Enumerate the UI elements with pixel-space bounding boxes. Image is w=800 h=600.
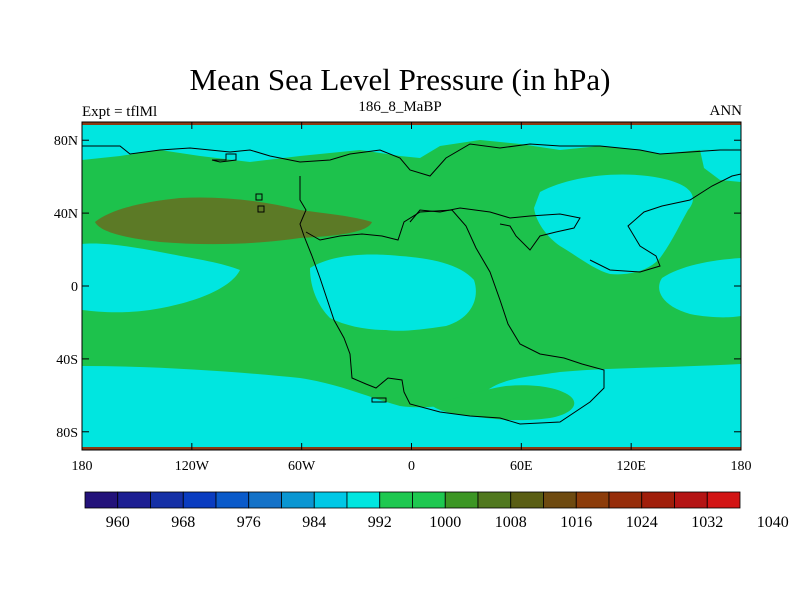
colorbar-swatch bbox=[575, 491, 610, 509]
map-title: Mean Sea Level Pressure (in hPa) bbox=[189, 62, 611, 97]
lat-tick-label: 0 bbox=[71, 280, 78, 295]
colorbar-swatch bbox=[412, 491, 446, 509]
colorbar-swatch bbox=[379, 491, 413, 509]
period-label: 186_8_MaBP bbox=[358, 99, 442, 115]
colorbar-label: 1024 bbox=[626, 514, 658, 531]
pressure-band-wpacific-low bbox=[82, 243, 240, 313]
colorbar-swatch bbox=[444, 491, 479, 509]
colorbar-label: 984 bbox=[302, 514, 326, 531]
colorbar-swatch bbox=[313, 491, 348, 509]
lon-tick-label: 180 bbox=[72, 459, 93, 474]
lon-tick-label: 120E bbox=[616, 459, 646, 474]
colorbar-swatch bbox=[510, 491, 544, 509]
colorbar-swatch bbox=[248, 491, 282, 509]
pressure-band-arctic-low bbox=[82, 124, 741, 162]
laurasia-coastline bbox=[82, 143, 741, 177]
lat-tick-label: 80S bbox=[56, 426, 78, 441]
lon-tick-label: 0 bbox=[408, 459, 415, 474]
colorbar-swatch bbox=[706, 491, 741, 509]
colorbar-label: 1032 bbox=[691, 514, 723, 531]
colorbar-label: 1040 bbox=[757, 514, 789, 531]
pressure-band-samerica-low bbox=[310, 254, 476, 331]
season-label: ANN bbox=[709, 103, 743, 119]
colorbar-label: 1008 bbox=[495, 514, 527, 531]
north-america-east-coast bbox=[299, 176, 605, 425]
colorbar-label: 976 bbox=[237, 514, 261, 531]
lon-tick-label: 60W bbox=[288, 459, 316, 474]
colorbar-label: 992 bbox=[368, 514, 392, 531]
colorbar-swatch bbox=[608, 491, 643, 509]
lon-tick-label: 180 bbox=[731, 459, 752, 474]
tethys-coastline bbox=[409, 207, 581, 251]
colorbar-label: 1016 bbox=[560, 514, 592, 531]
lat-tick-label: 40S bbox=[56, 353, 78, 368]
latitude-axis: 80N 40N 0 40S 80S bbox=[54, 134, 741, 441]
colorbar-swatch bbox=[281, 491, 315, 509]
colorbar-swatch bbox=[477, 491, 512, 509]
island-outline-2 bbox=[255, 193, 265, 213]
lon-tick-label: 60E bbox=[510, 459, 533, 474]
coastlines bbox=[82, 143, 742, 425]
colorbar-swatch bbox=[641, 491, 675, 509]
colorbar-swatch bbox=[117, 491, 151, 509]
experiment-label: Expt = tflMl bbox=[82, 104, 158, 120]
colorbar-label: 960 bbox=[106, 514, 130, 531]
colorbar-label: 1000 bbox=[429, 514, 461, 531]
colorbar-swatch bbox=[674, 491, 708, 509]
island-outline-1 bbox=[211, 153, 237, 163]
asia-coastline bbox=[589, 173, 742, 273]
antarctic-island bbox=[371, 397, 387, 403]
pressure-band-pacific-low bbox=[659, 258, 741, 318]
contour-fill-layer bbox=[82, 122, 741, 450]
colorbar-swatch bbox=[346, 491, 381, 509]
colorbar: 960 968 976 984 992 1000 1008 1016 1024 1032 1040 bbox=[84, 491, 789, 531]
longitude-axis: 180 120W 60W 0 60E 120E 180 bbox=[72, 122, 752, 474]
colorbar-swatch bbox=[543, 491, 577, 509]
colorbar-swatch bbox=[84, 491, 119, 509]
lon-tick-label: 120W bbox=[175, 459, 210, 474]
pressure-band-asia-low bbox=[534, 174, 693, 275]
colorbar-swatch bbox=[215, 491, 250, 509]
pressure-band-ne-low bbox=[700, 148, 741, 182]
colorbar-swatch bbox=[150, 491, 184, 509]
colorbar-label: 968 bbox=[171, 514, 195, 531]
pressure-band-southern-high bbox=[430, 385, 575, 421]
colorbar-swatch bbox=[182, 491, 217, 509]
lat-tick-label: 40N bbox=[54, 207, 78, 222]
pressure-band-southern-low bbox=[82, 364, 741, 450]
lat-tick-label: 80N bbox=[54, 134, 78, 149]
